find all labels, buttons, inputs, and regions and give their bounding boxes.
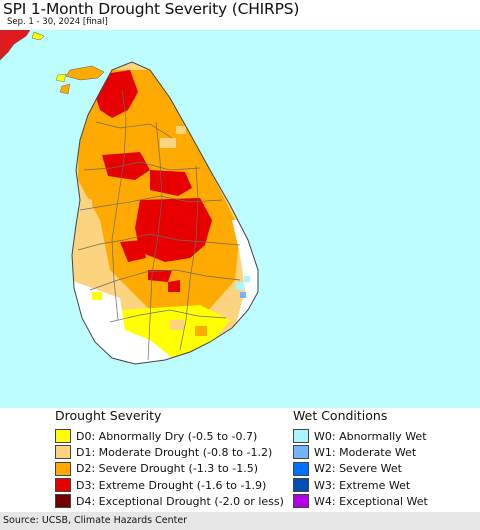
island-fragment [59, 83, 71, 95]
legend-swatch [293, 478, 309, 493]
india-coast-fragment [31, 31, 45, 41]
legend-swatch [293, 461, 309, 476]
legend-item-w3: W3: Extreme Wet [293, 477, 428, 493]
legend-label: D0: Abnormally Dry (-0.5 to -0.7) [76, 429, 258, 443]
legend-item-w2: W2: Severe Wet [293, 461, 428, 477]
legend-item-d1: D1: Moderate Drought (-0.8 to -1.2) [55, 444, 284, 460]
legend-label: D2: Severe Drought (-1.3 to -1.5) [76, 462, 259, 476]
page-title: SPI 1-Month Drought Severity (CHIRPS) [3, 0, 300, 18]
district-borders [77, 89, 241, 361]
sri-lanka-outline [71, 61, 259, 365]
source-footer: Source: UCSB, Climate Hazards Center [0, 512, 480, 530]
legend-item-w1: W1: Moderate Wet [293, 444, 428, 460]
india-landmass [0, 30, 31, 61]
ocean-background [0, 30, 480, 408]
legend-label: W0: Abnormally Wet [314, 429, 427, 443]
legend-swatch [55, 445, 71, 460]
drought-legend-title: Drought Severity [55, 408, 162, 423]
date-subtitle: Sep. 1 - 30, 2024 [final] [7, 17, 108, 27]
legend-item-w0: W0: Abnormally Wet [293, 428, 428, 444]
jaffna-peninsula [65, 65, 105, 81]
legend-label: W2: Severe Wet [314, 462, 402, 476]
legend-label: W3: Extreme Wet [314, 478, 411, 492]
legend-item-w4: W4: Exceptional Wet [293, 493, 428, 509]
legend-item-d2: D2: Severe Drought (-1.3 to -1.5) [55, 461, 284, 477]
drought-map [0, 30, 480, 408]
legend-label: D1: Moderate Drought (-0.8 to -1.2) [76, 445, 273, 459]
legend-swatch [293, 494, 309, 509]
drought-legend: Drought Severity D0: Abnormally Dry (-0.… [55, 408, 284, 509]
legend-item-d0: D0: Abnormally Dry (-0.5 to -0.7) [55, 428, 284, 444]
wet-legend-title: Wet Conditions [293, 408, 388, 423]
legend-swatch [293, 445, 309, 460]
legend-label: W4: Exceptional Wet [314, 494, 428, 508]
legend-swatch [55, 494, 71, 509]
legend-item-d4: D4: Exceptional Drought (-2.0 or less) [55, 493, 284, 509]
legend-swatch [55, 478, 71, 493]
legend-label: D3: Extreme Drought (-1.6 to -1.9) [76, 478, 267, 492]
legend-swatch [55, 461, 71, 476]
wet-legend: Wet Conditions W0: Abnormally Wet W1: Mo… [293, 408, 428, 509]
legend-label: W1: Moderate Wet [314, 445, 417, 459]
sri-lanka-drought-pattern [72, 62, 258, 364]
legend-item-d3: D3: Extreme Drought (-1.6 to -1.9) [55, 477, 284, 493]
legend-label: D4: Exceptional Drought (-2.0 or less) [76, 494, 284, 508]
legend-swatch [293, 429, 309, 444]
island-fragment [55, 73, 67, 83]
legend-swatch [55, 429, 71, 444]
